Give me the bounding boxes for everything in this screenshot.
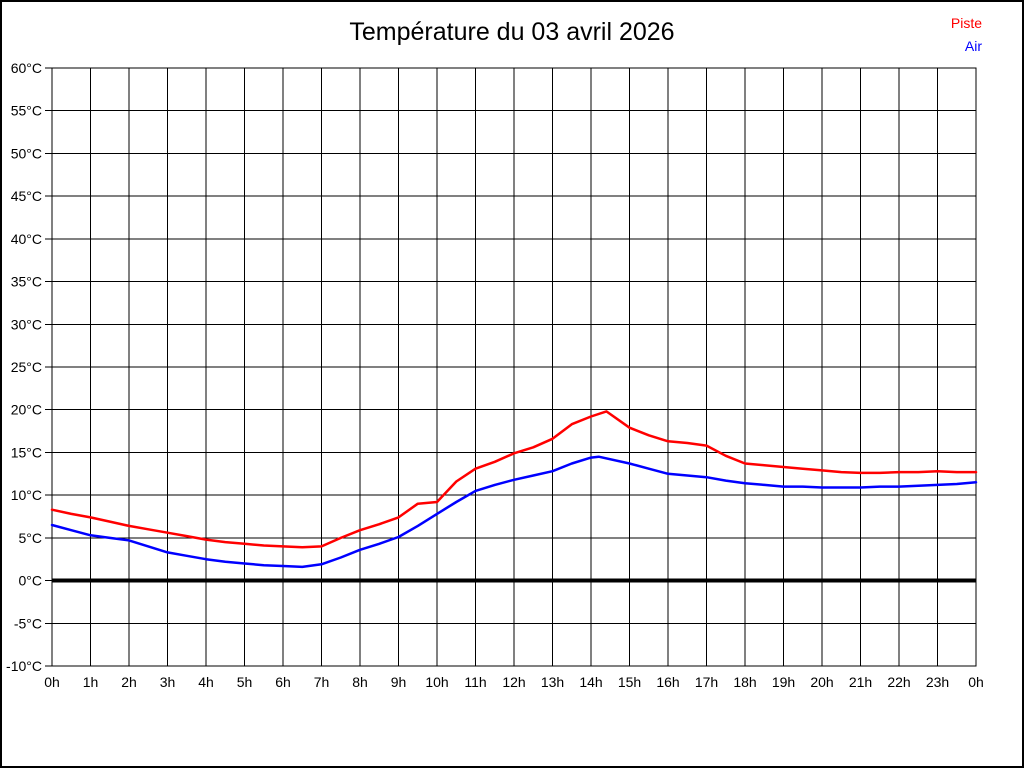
x-tick-label: 8h xyxy=(352,674,368,690)
chart-title: Température du 03 avril 2026 xyxy=(349,18,675,46)
x-tick-label: 4h xyxy=(198,674,214,690)
x-tick-label: 3h xyxy=(160,674,176,690)
x-tick-label: 11h xyxy=(464,674,486,690)
x-tick-label: 7h xyxy=(314,674,330,690)
y-tick-label: 20°C xyxy=(11,402,42,418)
y-tick-label: 60°C xyxy=(11,60,42,76)
y-tick-label: 0°C xyxy=(19,573,43,589)
x-tick-label: 10h xyxy=(425,674,448,690)
x-tick-label: 18h xyxy=(733,674,756,690)
y-tick-label: 45°C xyxy=(11,188,42,204)
x-tick-label: 22h xyxy=(887,674,910,690)
y-tick-label: 30°C xyxy=(11,316,42,332)
y-tick-label: 25°C xyxy=(11,359,42,375)
x-tick-label: 1h xyxy=(83,674,99,690)
y-tick-label: 40°C xyxy=(11,231,42,247)
plot-frame xyxy=(51,67,977,667)
x-tick-label: 14h xyxy=(579,674,602,690)
x-tick-label: 15h xyxy=(618,674,641,690)
x-tick-label: 23h xyxy=(926,674,949,690)
y-tick-label: 10°C xyxy=(11,487,42,503)
y-tick-label: -5°C xyxy=(14,615,42,631)
x-tick-label: 21h xyxy=(849,674,872,690)
x-tick-label: 9h xyxy=(391,674,407,690)
x-tick-label: 17h xyxy=(695,674,718,690)
y-tick-label: 15°C xyxy=(11,444,42,460)
y-tick-label: -10°C xyxy=(6,658,42,674)
legend-item-air: Air xyxy=(964,38,982,54)
x-tick-label: 0h xyxy=(44,674,60,690)
x-tick-label: 20h xyxy=(810,674,833,690)
y-tick-label: 35°C xyxy=(11,274,42,290)
x-tick-label: 0h xyxy=(968,674,984,690)
series-line-piste xyxy=(50,410,978,549)
y-tick-label: 55°C xyxy=(11,103,42,119)
legend-item-piste: Piste xyxy=(950,15,982,31)
series-line-air xyxy=(50,455,978,569)
x-tick-label: 2h xyxy=(121,674,137,690)
x-tick-label: 12h xyxy=(502,674,525,690)
y-tick-label: 5°C xyxy=(19,530,43,546)
x-tick-label: 5h xyxy=(237,674,253,690)
x-tick-label: 16h xyxy=(656,674,679,690)
x-tick-label: 6h xyxy=(275,674,291,690)
y-tick-label: 50°C xyxy=(11,145,42,161)
x-tick-label: 19h xyxy=(772,674,795,690)
x-tick-label: 13h xyxy=(541,674,564,690)
legend: Piste Air xyxy=(951,12,982,58)
